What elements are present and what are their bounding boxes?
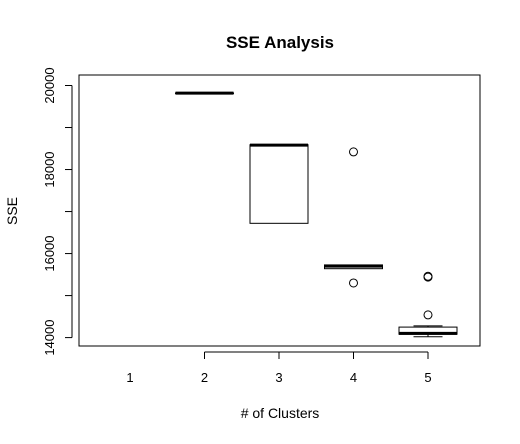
- axes: 1 2 3 4 5 14000 16000 18000 20000: [42, 67, 432, 385]
- x-tick-label: 3: [275, 370, 282, 385]
- y-tick-label: 14000: [42, 320, 57, 356]
- x-tick-label: 1: [126, 370, 133, 385]
- box-cluster-5: [398, 271, 458, 338]
- x-axis-label: # of Clusters: [241, 405, 320, 421]
- box-cluster-4: [324, 147, 383, 288]
- box-cluster-2: [175, 91, 234, 95]
- y-tick-label: 18000: [42, 151, 57, 187]
- box-cluster-3: [249, 143, 309, 224]
- y-tick-label: 20000: [42, 67, 57, 103]
- outlier-point: [423, 310, 433, 320]
- plot-frame: [78, 74, 481, 347]
- outlier-point: [423, 272, 433, 282]
- x-tick-label: 5: [424, 370, 431, 385]
- x-tick-label: 2: [201, 370, 208, 385]
- x-tick-label: 4: [350, 370, 357, 385]
- outlier-point: [349, 278, 358, 288]
- y-axis-label: SSE: [4, 197, 20, 225]
- box-iqr: [249, 144, 309, 224]
- outlier-point: [349, 147, 358, 157]
- boxes: [175, 91, 458, 338]
- y-tick-label: 16000: [42, 235, 57, 271]
- chart-title: SSE Analysis: [226, 33, 334, 52]
